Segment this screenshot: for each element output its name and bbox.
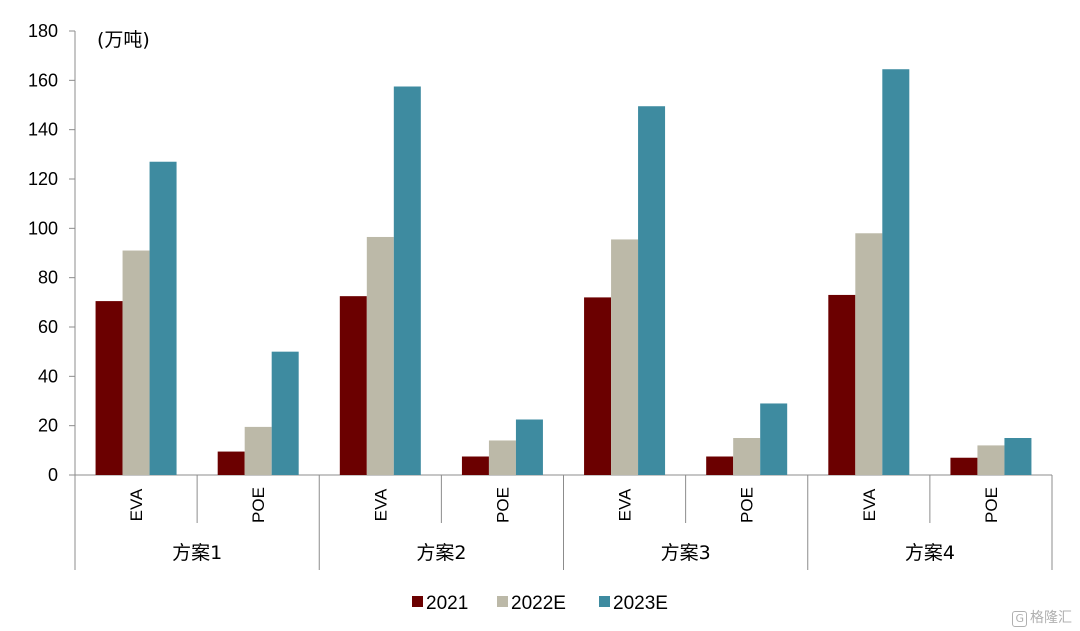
y-unit-label: (万吨) bbox=[97, 29, 150, 51]
legend-swatch-2022E bbox=[497, 596, 508, 607]
bar-2022E-0 bbox=[122, 250, 150, 475]
bar-2023E-4 bbox=[638, 106, 666, 475]
bar-2021-0 bbox=[95, 301, 123, 475]
y-tick-label: 20 bbox=[38, 416, 58, 436]
legend: 2021 2022E 2023E bbox=[412, 593, 668, 614]
group-label: 方案2 bbox=[416, 542, 466, 564]
bar-2023E-1 bbox=[271, 351, 299, 475]
x-category-label: POE bbox=[493, 487, 512, 523]
y-tick-label: 180 bbox=[28, 21, 58, 41]
y-tick-label: 140 bbox=[28, 120, 58, 140]
bar-2023E-6 bbox=[882, 69, 910, 475]
y-tick-label: 160 bbox=[28, 70, 58, 90]
bar-2021-1 bbox=[217, 451, 245, 475]
y-tick-label: 0 bbox=[48, 465, 58, 485]
bar-2023E-0 bbox=[149, 161, 177, 475]
legend-label-2022E: 2022E bbox=[511, 593, 566, 614]
x-category-label: EVA bbox=[616, 488, 635, 521]
bar-2023E-7 bbox=[1004, 438, 1032, 475]
x-category-label: POE bbox=[982, 487, 1001, 523]
y-tick-labels: 0 20 40 60 80 100 120 140 160 180 bbox=[28, 21, 58, 485]
bar-2022E-1 bbox=[244, 426, 272, 475]
bar-2022E-4 bbox=[611, 239, 639, 475]
bar-2021-3 bbox=[461, 456, 489, 475]
x-category-label: EVA bbox=[371, 488, 390, 521]
bars bbox=[95, 69, 1032, 475]
x-category-label: POE bbox=[249, 487, 268, 523]
bar-2023E-2 bbox=[393, 86, 421, 475]
bar-2021-4 bbox=[584, 297, 612, 475]
watermark: G 格隆汇 bbox=[1012, 607, 1072, 627]
legend-swatch-2023E bbox=[599, 596, 610, 607]
y-tick-label: 40 bbox=[38, 366, 58, 386]
legend-label-2023E: 2023E bbox=[613, 593, 668, 614]
bar-2021-5 bbox=[706, 456, 734, 475]
legend-label-2021: 2021 bbox=[426, 593, 468, 614]
bar-2021-7 bbox=[950, 457, 978, 475]
x-category-labels: EVA POE EVA POE EVA POE EVA POE 方案1 方案2 方案3 方案4 bbox=[127, 487, 1001, 564]
watermark-logo-icon: G bbox=[1012, 611, 1027, 627]
y-tick-label: 60 bbox=[38, 317, 58, 337]
watermark-text: 格隆汇 bbox=[1030, 610, 1072, 626]
legend-swatch-2021 bbox=[412, 596, 423, 607]
group-label: 方案3 bbox=[661, 542, 711, 564]
y-tick-label: 100 bbox=[28, 218, 58, 238]
y-tick-label: 80 bbox=[38, 268, 58, 288]
y-tick-label: 120 bbox=[28, 169, 58, 189]
bar-2022E-6 bbox=[855, 233, 883, 475]
x-category-label: EVA bbox=[127, 488, 146, 521]
bar-2022E-3 bbox=[488, 440, 516, 475]
group-label: 方案4 bbox=[905, 542, 955, 564]
group-label: 方案1 bbox=[172, 542, 222, 564]
x-category-label: EVA bbox=[860, 488, 879, 521]
bar-2021-6 bbox=[828, 294, 856, 475]
bar-2021-2 bbox=[339, 296, 367, 475]
bar-2023E-3 bbox=[515, 419, 543, 475]
bar-2022E-2 bbox=[366, 236, 394, 475]
x-category-label: POE bbox=[738, 487, 757, 523]
bar-2022E-7 bbox=[977, 445, 1005, 475]
bar-2022E-5 bbox=[733, 438, 761, 475]
bar-2023E-5 bbox=[760, 403, 788, 475]
